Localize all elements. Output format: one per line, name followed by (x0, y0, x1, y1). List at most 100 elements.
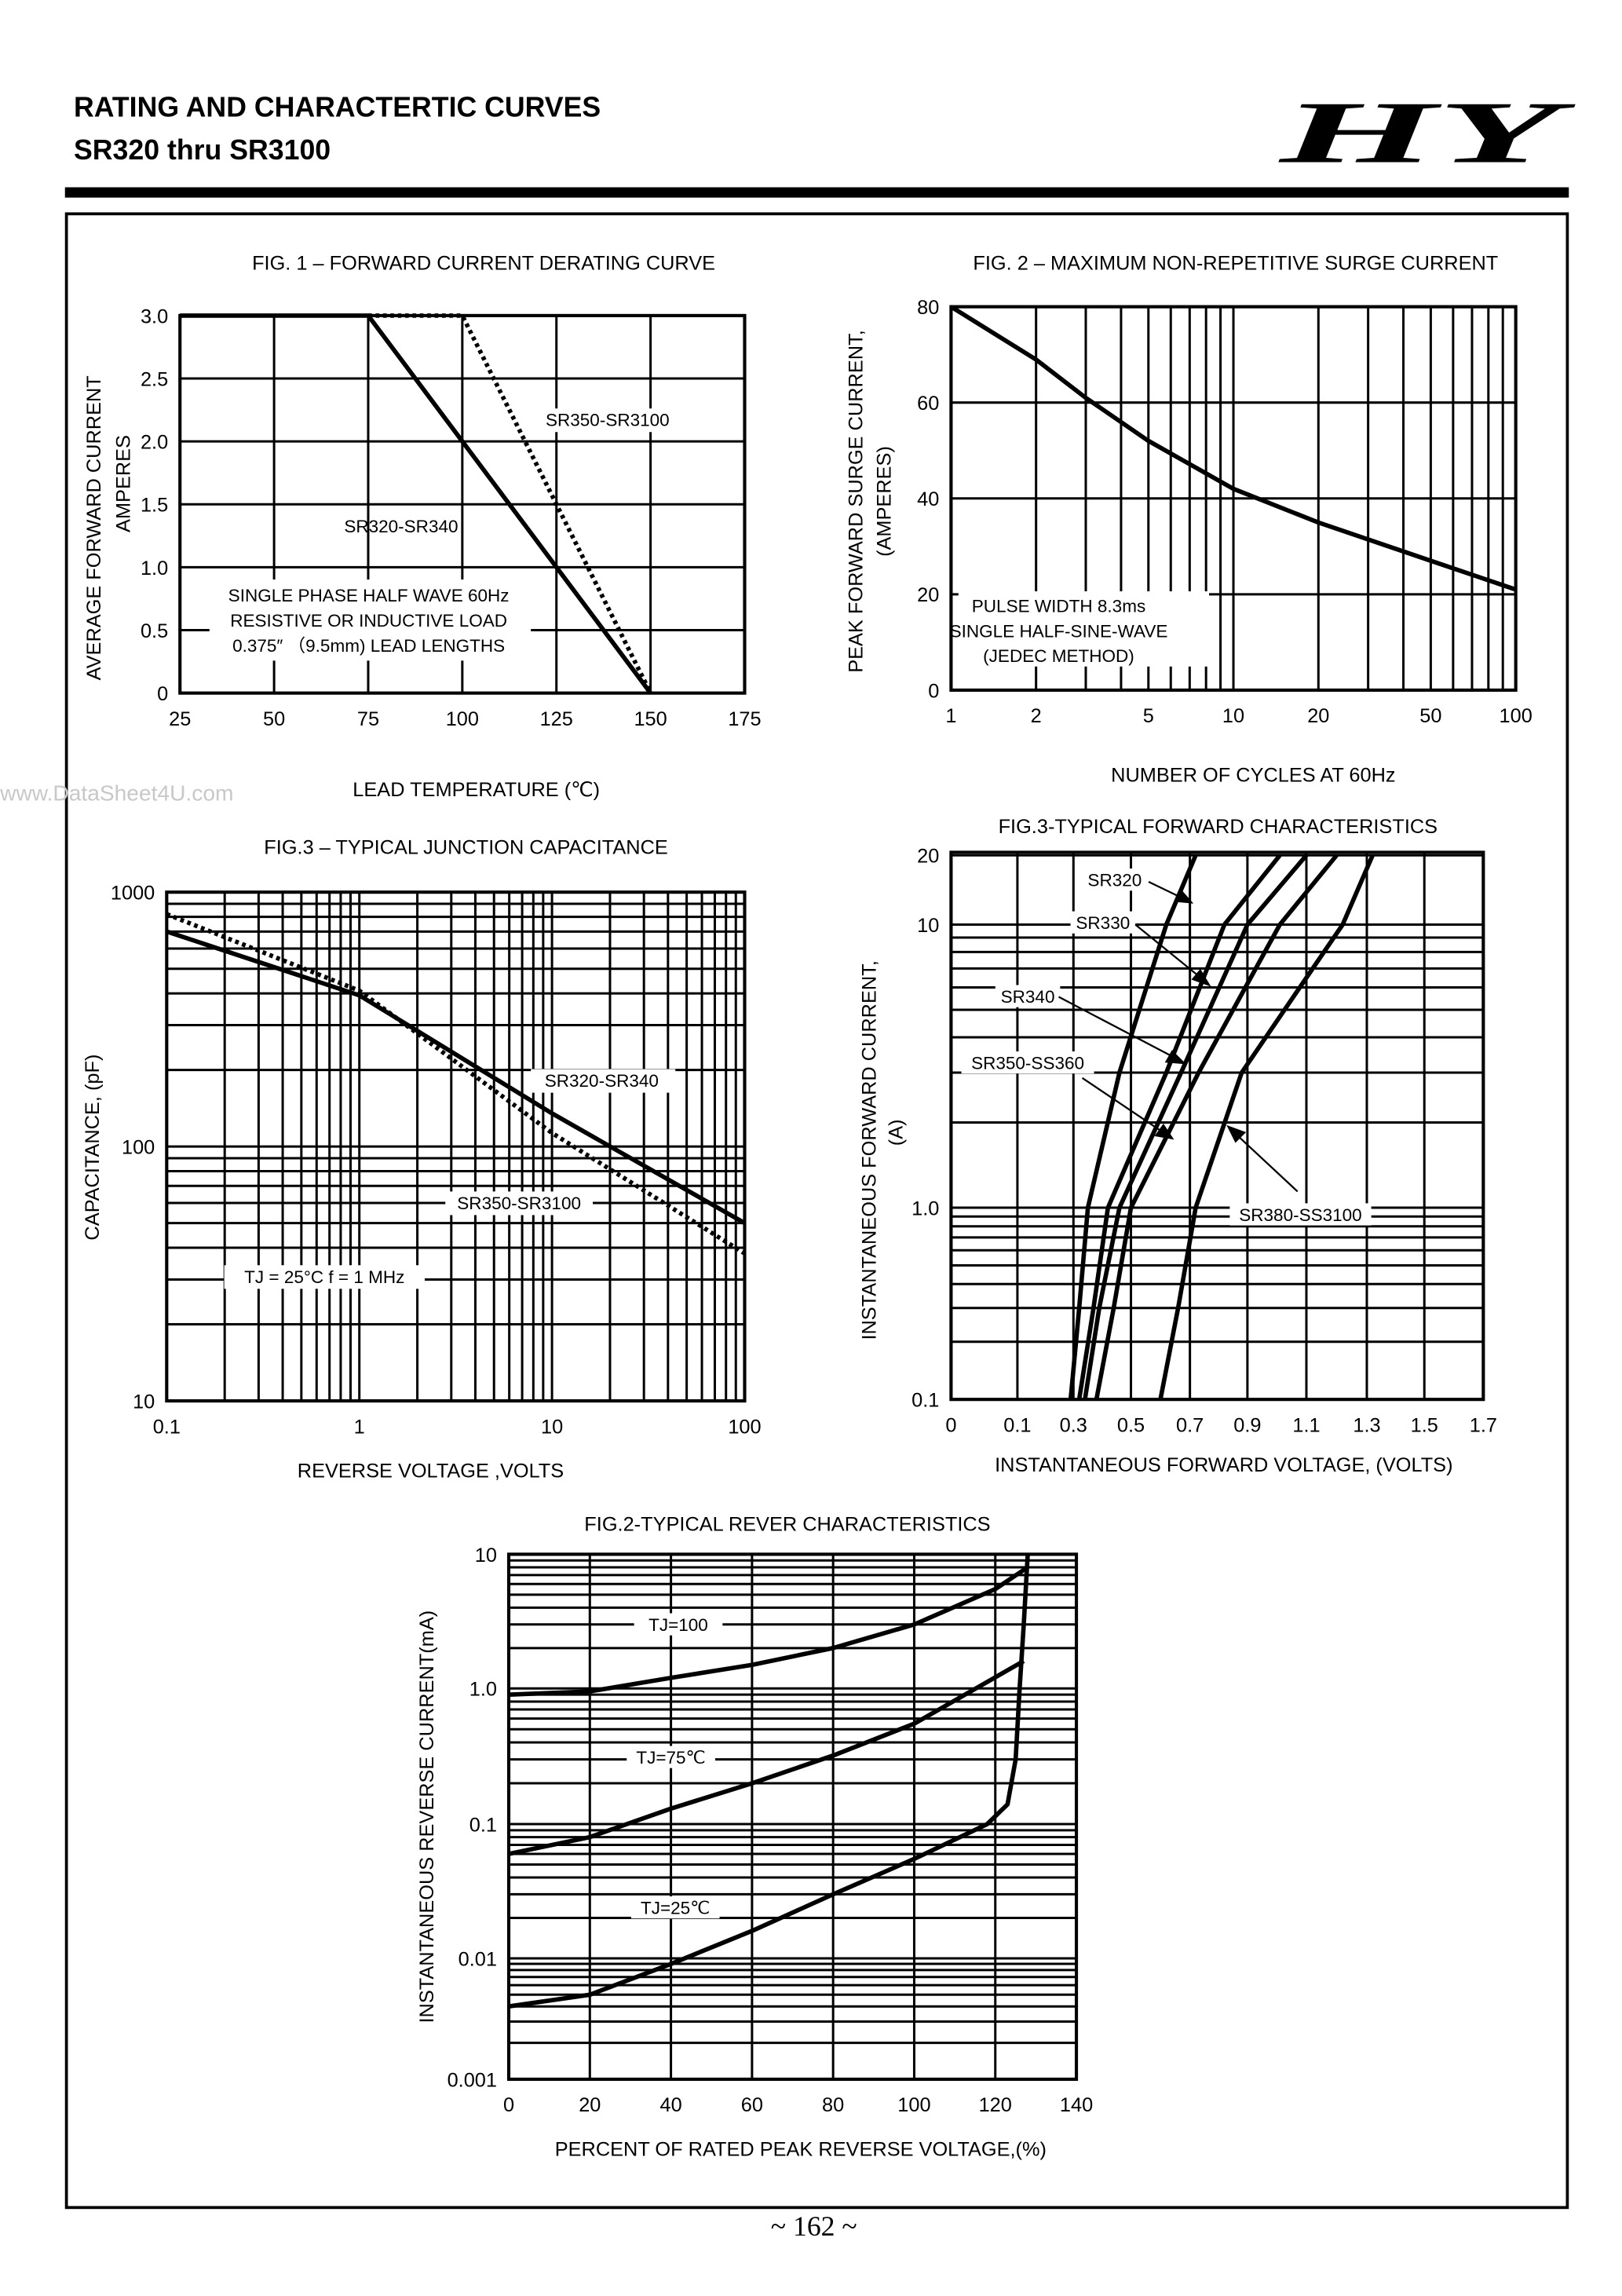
fig1-xtick-label: 150 (634, 708, 667, 730)
fig1-ytick-label: 1.0 (141, 558, 168, 579)
fig1-series-sr350-sr3100 (368, 313, 653, 694)
fig4-series-sr320 (1068, 854, 1198, 1400)
fig5-xtick-label: 120 (979, 2094, 1012, 2116)
fig5-series-tj-75- (508, 1658, 1025, 1856)
fig2-xtick-label: 1 (945, 705, 956, 727)
watermark: www.DataSheet4U.com (0, 781, 233, 806)
fig2-ylabel-units: (AMPERES) (873, 446, 895, 557)
fig2-xtick-label: 50 (1419, 705, 1441, 727)
fig4-xlabel: INSTANTANEOUS FORWARD VOLTAGE, (VOLTS) (995, 1454, 1452, 1476)
fig4-label-sr350: SR350-SS360 (971, 1054, 1084, 1073)
fig4-xtick-label: 0 (945, 1415, 956, 1437)
fig1-xtick-label: 50 (263, 708, 285, 730)
fig5-xlabel: PERCENT OF RATED PEAK REVERSE VOLTAGE,(%… (555, 2139, 1047, 2161)
fig5-series-tj-100 (508, 1565, 1029, 1697)
fig4-xtick-label: 0.5 (1117, 1415, 1145, 1437)
fig1-label-sr320: SR320-SR340 (344, 517, 458, 536)
fig1-ytick-label: 3.0 (141, 305, 168, 327)
hy-logo: HY (1278, 85, 1576, 182)
fig2-note-1: PULSE WIDTH 8.3ms (972, 596, 1145, 616)
fig5-xtick-label: 100 (897, 2094, 930, 2116)
fig4-xtick-label: 1.7 (1470, 1415, 1497, 1437)
fig4-label-sr320: SR320 (1087, 871, 1142, 890)
fig1-ytick-label: 1.5 (141, 495, 168, 517)
fig4-series-sr330 (1076, 854, 1282, 1400)
fig5-ytick-label: 1.0 (469, 1679, 497, 1701)
fig1-ytick-label: 2.0 (141, 432, 168, 454)
fig4-title: FIG.3-TYPICAL FORWARD CHARACTERISTICS (999, 816, 1438, 838)
fig3-label-sr320: SR320-SR340 (545, 1071, 659, 1091)
fig1-label-sr350: SR350-SR3100 (546, 411, 670, 430)
fig3-label-sr350: SR350-SR3100 (457, 1194, 581, 1213)
fig4-xtick-label: 0.7 (1176, 1415, 1204, 1437)
fig3-capacitance-chart: FIG.3 – TYPICAL JUNCTION CAPACITANCE 0.1… (82, 836, 762, 1482)
fig2-xtick-label: 10 (1222, 705, 1244, 727)
fig5-ytick-label: 0.01 (458, 1948, 497, 1970)
fig4-label-sr330: SR330 (1076, 913, 1130, 933)
fig1-xtick-label: 100 (446, 708, 479, 730)
fig5-xtick-label: 0 (503, 2094, 514, 2116)
fig2-note-2: SINGLE HALF-SINE-WAVE (950, 621, 1168, 641)
fig5-xtick-label: 40 (659, 2094, 681, 2116)
page-number: ~ 162 ~ (771, 2210, 857, 2242)
fig1-note-2: RESISTIVE OR INDUCTIVE LOAD (230, 611, 507, 631)
fig5-reverse-chart: FIG.2-TYPICAL REVER CHARACTERISTICS 0 20 4… (416, 1513, 1093, 2160)
fig2-ylabel: PEAK FORWARD SURGE CURRENT, (846, 330, 868, 673)
fig4-xtick-label: 0.9 (1233, 1415, 1261, 1437)
fig1-note-1: SINGLE PHASE HALF WAVE 60Hz (228, 586, 510, 605)
fig4-ytick-label: 1.0 (911, 1197, 939, 1219)
fig4-series-sr340 (1083, 854, 1309, 1400)
page-title: RATING AND CHARACTERTIC CURVES (74, 91, 601, 122)
fig4-xtick-label: 1.3 (1353, 1415, 1380, 1437)
fig5-plot-frame (506, 1552, 1079, 2082)
fig2-ytick-label: 80 (917, 297, 939, 319)
fig1-derating-chart: FIG. 1 – FORWARD CURRENT DERATING CURVE … (83, 253, 762, 801)
fig2-xtick-label: 20 (1307, 705, 1329, 727)
fig4-label-sr340: SR340 (1001, 987, 1055, 1007)
svg-text:HY: HY (1278, 85, 1576, 182)
fig5-label-tj75: TJ=75℃ (636, 1748, 706, 1768)
fig4-xtick-label: 1.5 (1411, 1415, 1438, 1437)
fig1-ytick-label: 2.5 (141, 368, 168, 390)
fig2-title: FIG. 2 – MAXIMUM NON-REPETITIVE SURGE CU… (973, 253, 1498, 275)
fig5-label-tj25: TJ=25℃ (641, 1899, 711, 1918)
fig4-ytick-label: 10 (917, 915, 939, 937)
fig1-xtick-label: 75 (357, 708, 379, 730)
fig2-ytick-label: 0 (928, 680, 939, 702)
fig5-xtick-label: 60 (741, 2094, 763, 2116)
fig3-series-sr350-sr3100 (166, 912, 746, 1256)
fig3-xtick-label: 1 (354, 1416, 365, 1438)
fig5-xtick-label: 80 (822, 2094, 844, 2116)
fig3-xtick-label: 10 (541, 1416, 563, 1438)
fig4-series-sr350-ss360 (1094, 854, 1339, 1400)
fig5-title: FIG.2-TYPICAL REVER CHARACTERISTICS (584, 1513, 990, 1535)
fig4-ylabel: INSTANTANEOUS FORWARD CURRENT, (859, 960, 881, 1340)
fig4-xtick-label: 0.1 (1003, 1415, 1031, 1437)
fig2-xlabel: NUMBER OF CYCLES AT 60Hz (1111, 764, 1395, 786)
fig5-ytick-label: 0.001 (448, 2069, 497, 2091)
fig4-ylabel-units: (A) (885, 1119, 907, 1146)
fig1-ytick-label: 0.5 (141, 620, 168, 642)
fig5-xtick-label: 140 (1060, 2094, 1093, 2116)
fig2-xtick-label: 5 (1143, 705, 1154, 727)
fig3-note: TJ = 25°C f = 1 MHz (244, 1267, 404, 1287)
fig5-grid (509, 1552, 1077, 2081)
fig1-ylabel-units: AMPERES (112, 435, 134, 532)
fig5-label-tj100: TJ=100 (648, 1615, 708, 1635)
fig4-ytick-label: 20 (917, 846, 939, 868)
fig3-xtick-label: 0.1 (153, 1416, 181, 1438)
fig5-series-tj-25- (508, 1554, 1030, 2009)
fig3-xlabel: REVERSE VOLTAGE ,VOLTS (298, 1461, 564, 1483)
fig1-xlabel: LEAD TEMPERATURE (℃) (353, 779, 600, 801)
fig5-ylabel: INSTANTANEOUS REVERSE CURRENT(mA) (416, 1610, 438, 2024)
fig2-plot-frame (949, 305, 1518, 692)
fig4-xtick-label: 0.3 (1060, 1415, 1087, 1437)
fig1-note-3: 0.375″ （9.5mm) LEAD LENGTHS (232, 636, 505, 656)
fig1-title: FIG. 1 – FORWARD CURRENT DERATING CURVE (252, 253, 715, 275)
fig4-xtick-label: 1.1 (1292, 1415, 1320, 1437)
fig2-ytick-label: 60 (917, 393, 939, 415)
fig3-ytick-label: 100 (122, 1137, 155, 1159)
fig4-forward-chart: FIG.3-TYPICAL FORWARD CHARACTERISTICS 0 0… (859, 816, 1497, 1476)
fig2-xtick-label: 2 (1031, 705, 1042, 727)
fig1-xtick-label: 175 (728, 708, 761, 730)
